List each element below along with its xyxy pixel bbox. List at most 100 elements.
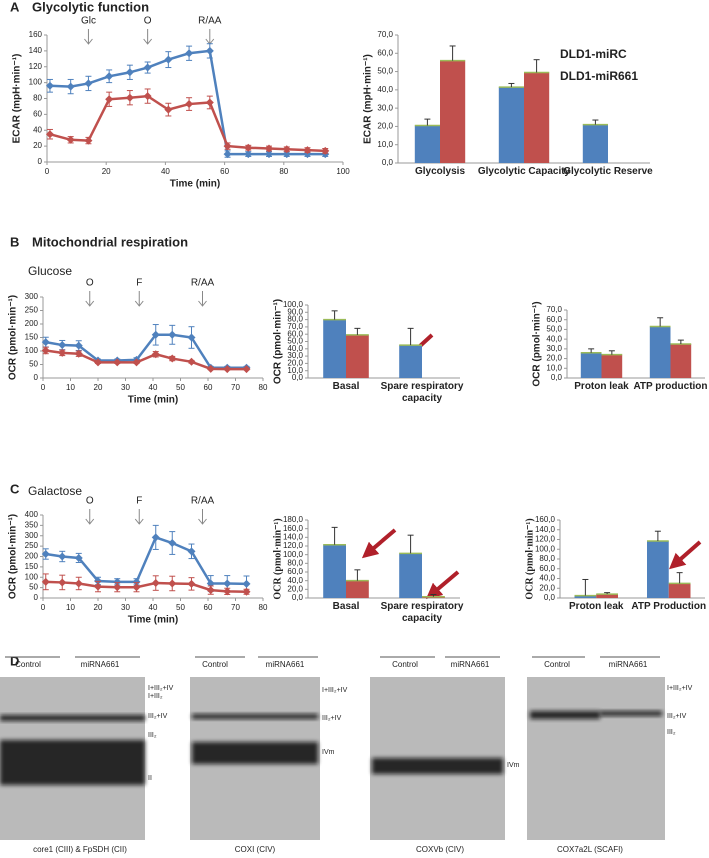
- group-label: miRNA661: [609, 660, 648, 669]
- x-tick-label: 20: [94, 603, 103, 612]
- group-label: miRNA661: [266, 660, 305, 669]
- y-tick-label: 20,0: [546, 354, 562, 363]
- x-tick-label: 70: [231, 603, 240, 612]
- data-point: [223, 365, 232, 374]
- data-point: [185, 49, 194, 58]
- y-tick-label: 140,0: [535, 525, 556, 534]
- data-point: [113, 577, 122, 586]
- y-tick-label: 300: [25, 292, 39, 301]
- x-tick-label: Proton leak: [574, 381, 629, 392]
- bar: [346, 334, 369, 378]
- y-axis-label: ECAR (mpH·min⁻¹): [12, 54, 23, 144]
- category-label-box: ATP Production: [631, 601, 707, 612]
- data-point: [206, 364, 215, 373]
- bar: [323, 319, 346, 378]
- panel-title: Glycolytic function: [32, 0, 149, 14]
- y-tick-label: 80: [33, 94, 42, 103]
- y-tick-label: 70,0: [546, 305, 562, 314]
- data-point: [244, 143, 253, 152]
- blot-caption: COXI (CIV): [235, 845, 276, 854]
- annotation-label: R/AA: [191, 496, 215, 507]
- x-tick-label: ATP Production: [631, 601, 707, 612]
- x-tick-label: 60: [220, 167, 229, 176]
- data-point: [58, 341, 67, 350]
- data-point: [58, 348, 67, 357]
- x-tick-label: Glycolytic Reserve: [563, 166, 653, 177]
- y-tick-label: 80,0: [287, 558, 303, 567]
- data-point: [74, 341, 83, 350]
- y-tick-label: 160,0: [283, 524, 304, 533]
- y-tick-label: 10,0: [546, 363, 562, 372]
- y-tick-label: 100,0: [283, 300, 304, 309]
- annotation-arrow: [205, 29, 215, 45]
- data-point: [151, 330, 160, 339]
- x-tick-label: 40: [149, 603, 158, 612]
- x-tick-label: ATP production: [633, 381, 708, 392]
- category-label-box: Spare respiratory capacity: [380, 601, 464, 624]
- y-tick-label: 300: [25, 531, 39, 540]
- y-tick-label: 0: [34, 373, 39, 382]
- category-label-box: Basal: [333, 381, 360, 392]
- x-tick-label: 0: [45, 167, 50, 176]
- x-tick-label: Spare respiratory capacity: [380, 601, 464, 624]
- x-tick-label: 10: [66, 383, 75, 392]
- x-axis-label: Time (min): [128, 395, 178, 406]
- y-tick-label: 50,0: [377, 67, 393, 76]
- annotation-arrow: [198, 509, 207, 525]
- band-label: III₂: [148, 732, 157, 739]
- annotation-label: O: [86, 278, 94, 289]
- data-point: [45, 81, 54, 90]
- data-point: [187, 333, 196, 342]
- data-point: [151, 579, 160, 588]
- y-tick-label: 120: [29, 62, 43, 71]
- x-tick-label: 40: [149, 383, 158, 392]
- blot-caption: COXVb (CIV): [416, 845, 464, 854]
- x-tick-label: 20: [94, 383, 103, 392]
- group-label: Control: [544, 660, 570, 669]
- band-label: III₂+IV: [667, 713, 687, 720]
- y-tick-label: 50: [29, 583, 38, 592]
- x-tick-label: Glycolysis: [414, 166, 466, 177]
- y-axis-label: OCR (pmol·min⁻¹): [272, 518, 283, 599]
- x-tick-label: Spare respiratory capacity: [380, 381, 464, 404]
- y-axis-label: OCR (pmol·min⁻¹): [524, 518, 535, 599]
- data-point: [84, 136, 93, 145]
- data-point: [143, 63, 152, 72]
- data-point: [84, 79, 93, 88]
- annotation-arrow: [84, 29, 93, 45]
- y-tick-label: 60,0: [287, 567, 303, 576]
- data-point: [164, 55, 173, 64]
- y-tick-label: 120,0: [283, 541, 304, 550]
- annotation-arrow: [134, 291, 144, 307]
- y-tick-label: 70,0: [377, 30, 393, 39]
- arrow: [425, 570, 460, 600]
- panel-subtitle: Galactose: [28, 484, 82, 498]
- bar: [647, 540, 669, 598]
- y-tick-label: 10,0: [377, 140, 393, 149]
- annotation-label: O: [86, 496, 94, 507]
- y-tick-label: 30,0: [377, 103, 393, 112]
- y-tick-label: 100,0: [283, 550, 304, 559]
- data-point: [151, 350, 160, 359]
- bar: [498, 87, 524, 163]
- group-label: Control: [202, 660, 228, 669]
- y-tick-label: 100: [29, 78, 43, 87]
- blot-caption: core1 (CIII) & FpSDH (CII): [33, 845, 127, 854]
- data-point: [242, 587, 251, 596]
- y-tick-label: 0,0: [551, 373, 563, 382]
- y-tick-label: 250: [25, 306, 39, 315]
- x-tick-label: 80: [259, 383, 268, 392]
- x-tick-label: 40: [161, 167, 170, 176]
- x-tick-label: 50: [176, 603, 185, 612]
- x-tick-label: 0: [41, 383, 46, 392]
- data-point: [244, 150, 253, 159]
- y-tick-label: 40: [33, 125, 42, 134]
- group-label: miRNA661: [81, 660, 120, 669]
- group-label: Control: [15, 660, 41, 669]
- y-tick-label: 0,0: [292, 373, 304, 382]
- y-tick-label: 40,0: [287, 576, 303, 585]
- x-tick-label: 10: [66, 603, 75, 612]
- x-tick-label: 30: [121, 603, 130, 612]
- data-point: [151, 533, 160, 542]
